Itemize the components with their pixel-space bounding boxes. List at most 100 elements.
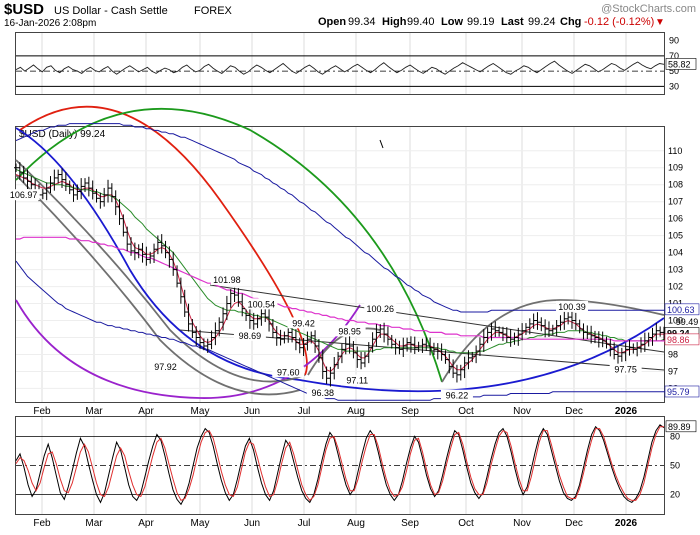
ohlc-bar <box>90 180 95 200</box>
price-annotation-bg <box>149 360 182 372</box>
value-badge-label: 95.79 <box>667 387 690 397</box>
ohlc-bar <box>512 332 517 345</box>
upper-current-value-label: 58.82 <box>668 59 691 69</box>
ohlc-bar <box>175 265 180 288</box>
ohlc-bar <box>328 366 333 387</box>
month-tick-label: Mar <box>85 406 103 417</box>
ohlc-bar <box>612 342 617 360</box>
ohlc-bar <box>554 320 559 336</box>
lower-oscillator-plot <box>15 424 665 506</box>
series-ma_long <box>16 236 672 342</box>
chg-value: -0.12 (-0.12%) <box>584 16 654 28</box>
ohlc-bar <box>205 338 210 353</box>
ohlc-bar <box>389 334 394 349</box>
ohlc-bar <box>497 326 502 337</box>
ohlc-bar <box>600 331 605 348</box>
axis-labels: Feb Feb Mar Mar Apr Apr May May Jun Jun Jul Jul Aug A… <box>33 36 700 529</box>
ohlc-bar <box>182 289 187 317</box>
ohlc-bar <box>198 329 203 349</box>
upper-tick-label: 90 <box>669 36 679 46</box>
ohlc-bar <box>71 184 76 202</box>
ohlc-bar <box>106 179 111 203</box>
gray-arc-2 <box>15 174 301 396</box>
month-tick-label: Feb <box>33 518 51 529</box>
upper-tick-label: 70 <box>669 51 679 61</box>
ohlc-bar <box>17 162 22 180</box>
month-tick-label: Oct <box>458 406 474 417</box>
lower-tick-label: 20 <box>670 490 680 500</box>
lower-current-value-label: 89.89 <box>668 422 691 432</box>
ohlc-bar <box>435 343 440 360</box>
open-label: Open <box>318 16 346 28</box>
date-label: 16-Jan-2026 2:08pm <box>4 18 96 29</box>
value-badge-label: 100.63 <box>667 305 695 315</box>
upper-tick-label: 30 <box>669 81 679 91</box>
ohlc-bar <box>573 312 578 331</box>
ohlc-bar <box>186 303 191 332</box>
ohlc-bar <box>236 288 241 307</box>
ohlc-bar <box>75 184 80 200</box>
ohlc-bar <box>132 242 137 261</box>
price-annotation-bg <box>287 317 320 329</box>
ohlc-bar <box>627 340 632 356</box>
price-annotation: 98.69 <box>239 331 262 341</box>
series-ma_short <box>15 174 664 372</box>
price-annotation: 101.98 <box>213 275 241 285</box>
low-value: 99.19 <box>467 16 495 28</box>
ohlc-bar <box>14 163 18 172</box>
value-badge <box>664 333 700 346</box>
ohlc-bar <box>255 314 260 329</box>
lower-current-value-box <box>665 420 697 433</box>
low-label: Low <box>441 16 463 28</box>
ohlc-bar <box>67 180 72 195</box>
upper-tick-label: 50 <box>669 66 679 76</box>
ohlc-bar <box>240 293 245 317</box>
price-annotation-bg <box>245 298 278 310</box>
ohlc-bar <box>428 337 433 356</box>
ohlc-bar <box>401 337 406 358</box>
value-badge-label: 98.86 <box>667 335 690 345</box>
ohlc-bar <box>121 214 126 237</box>
price-plot: $USD (Daily) 99.24 106.97 97.92 101.98 98.69… <box>7 105 700 401</box>
price-annotation: 99.42 <box>292 318 315 328</box>
month-tick-label: Oct <box>458 518 474 529</box>
ohlc-bar <box>98 192 103 209</box>
ohlc-bar <box>416 341 421 352</box>
ohlc-bar <box>109 183 114 203</box>
series-channel_lower <box>15 260 672 401</box>
ohlc-bar <box>631 343 636 354</box>
upper-oscillator-frame <box>15 32 665 95</box>
price-tick-label: 109 <box>668 163 683 173</box>
ohlc-bar <box>378 324 383 339</box>
ohlc-bar <box>63 171 68 191</box>
ohlc-bar <box>228 289 233 308</box>
ohlc-bar <box>481 329 486 352</box>
month-tick-label: May <box>191 518 210 529</box>
month-tick-label: May <box>191 406 210 417</box>
ohlc-bar <box>370 332 375 353</box>
ohlc-bar <box>374 324 379 347</box>
ohlc-bar <box>286 326 291 343</box>
lower-tick-label: 50 <box>670 461 680 471</box>
upper-oscillator-line <box>15 60 665 75</box>
stochastic-d <box>15 426 664 502</box>
price-annotation: 100.26 <box>366 304 394 314</box>
ohlc-bar <box>40 188 45 200</box>
ohlc-bar <box>316 339 321 363</box>
ohlc-bar <box>569 310 574 329</box>
ohlc-bar <box>293 329 298 351</box>
ohlc-bar <box>638 337 643 353</box>
ohlc-bar <box>382 322 387 343</box>
ohlc-bar <box>152 243 157 263</box>
green-arc <box>15 107 443 383</box>
ohlc-bar <box>29 176 34 191</box>
ohlc-bar <box>324 366 329 384</box>
ohlc-bar <box>79 178 84 200</box>
ohlc-bar <box>604 336 609 349</box>
ohlc-bar <box>282 331 287 344</box>
ohlc-bar <box>508 329 513 347</box>
ohlc-bar <box>527 318 532 335</box>
value-badge-label: 99.24 <box>667 328 690 338</box>
ohlc-bar <box>454 364 459 383</box>
price-annotation: 97.75 <box>614 365 637 375</box>
